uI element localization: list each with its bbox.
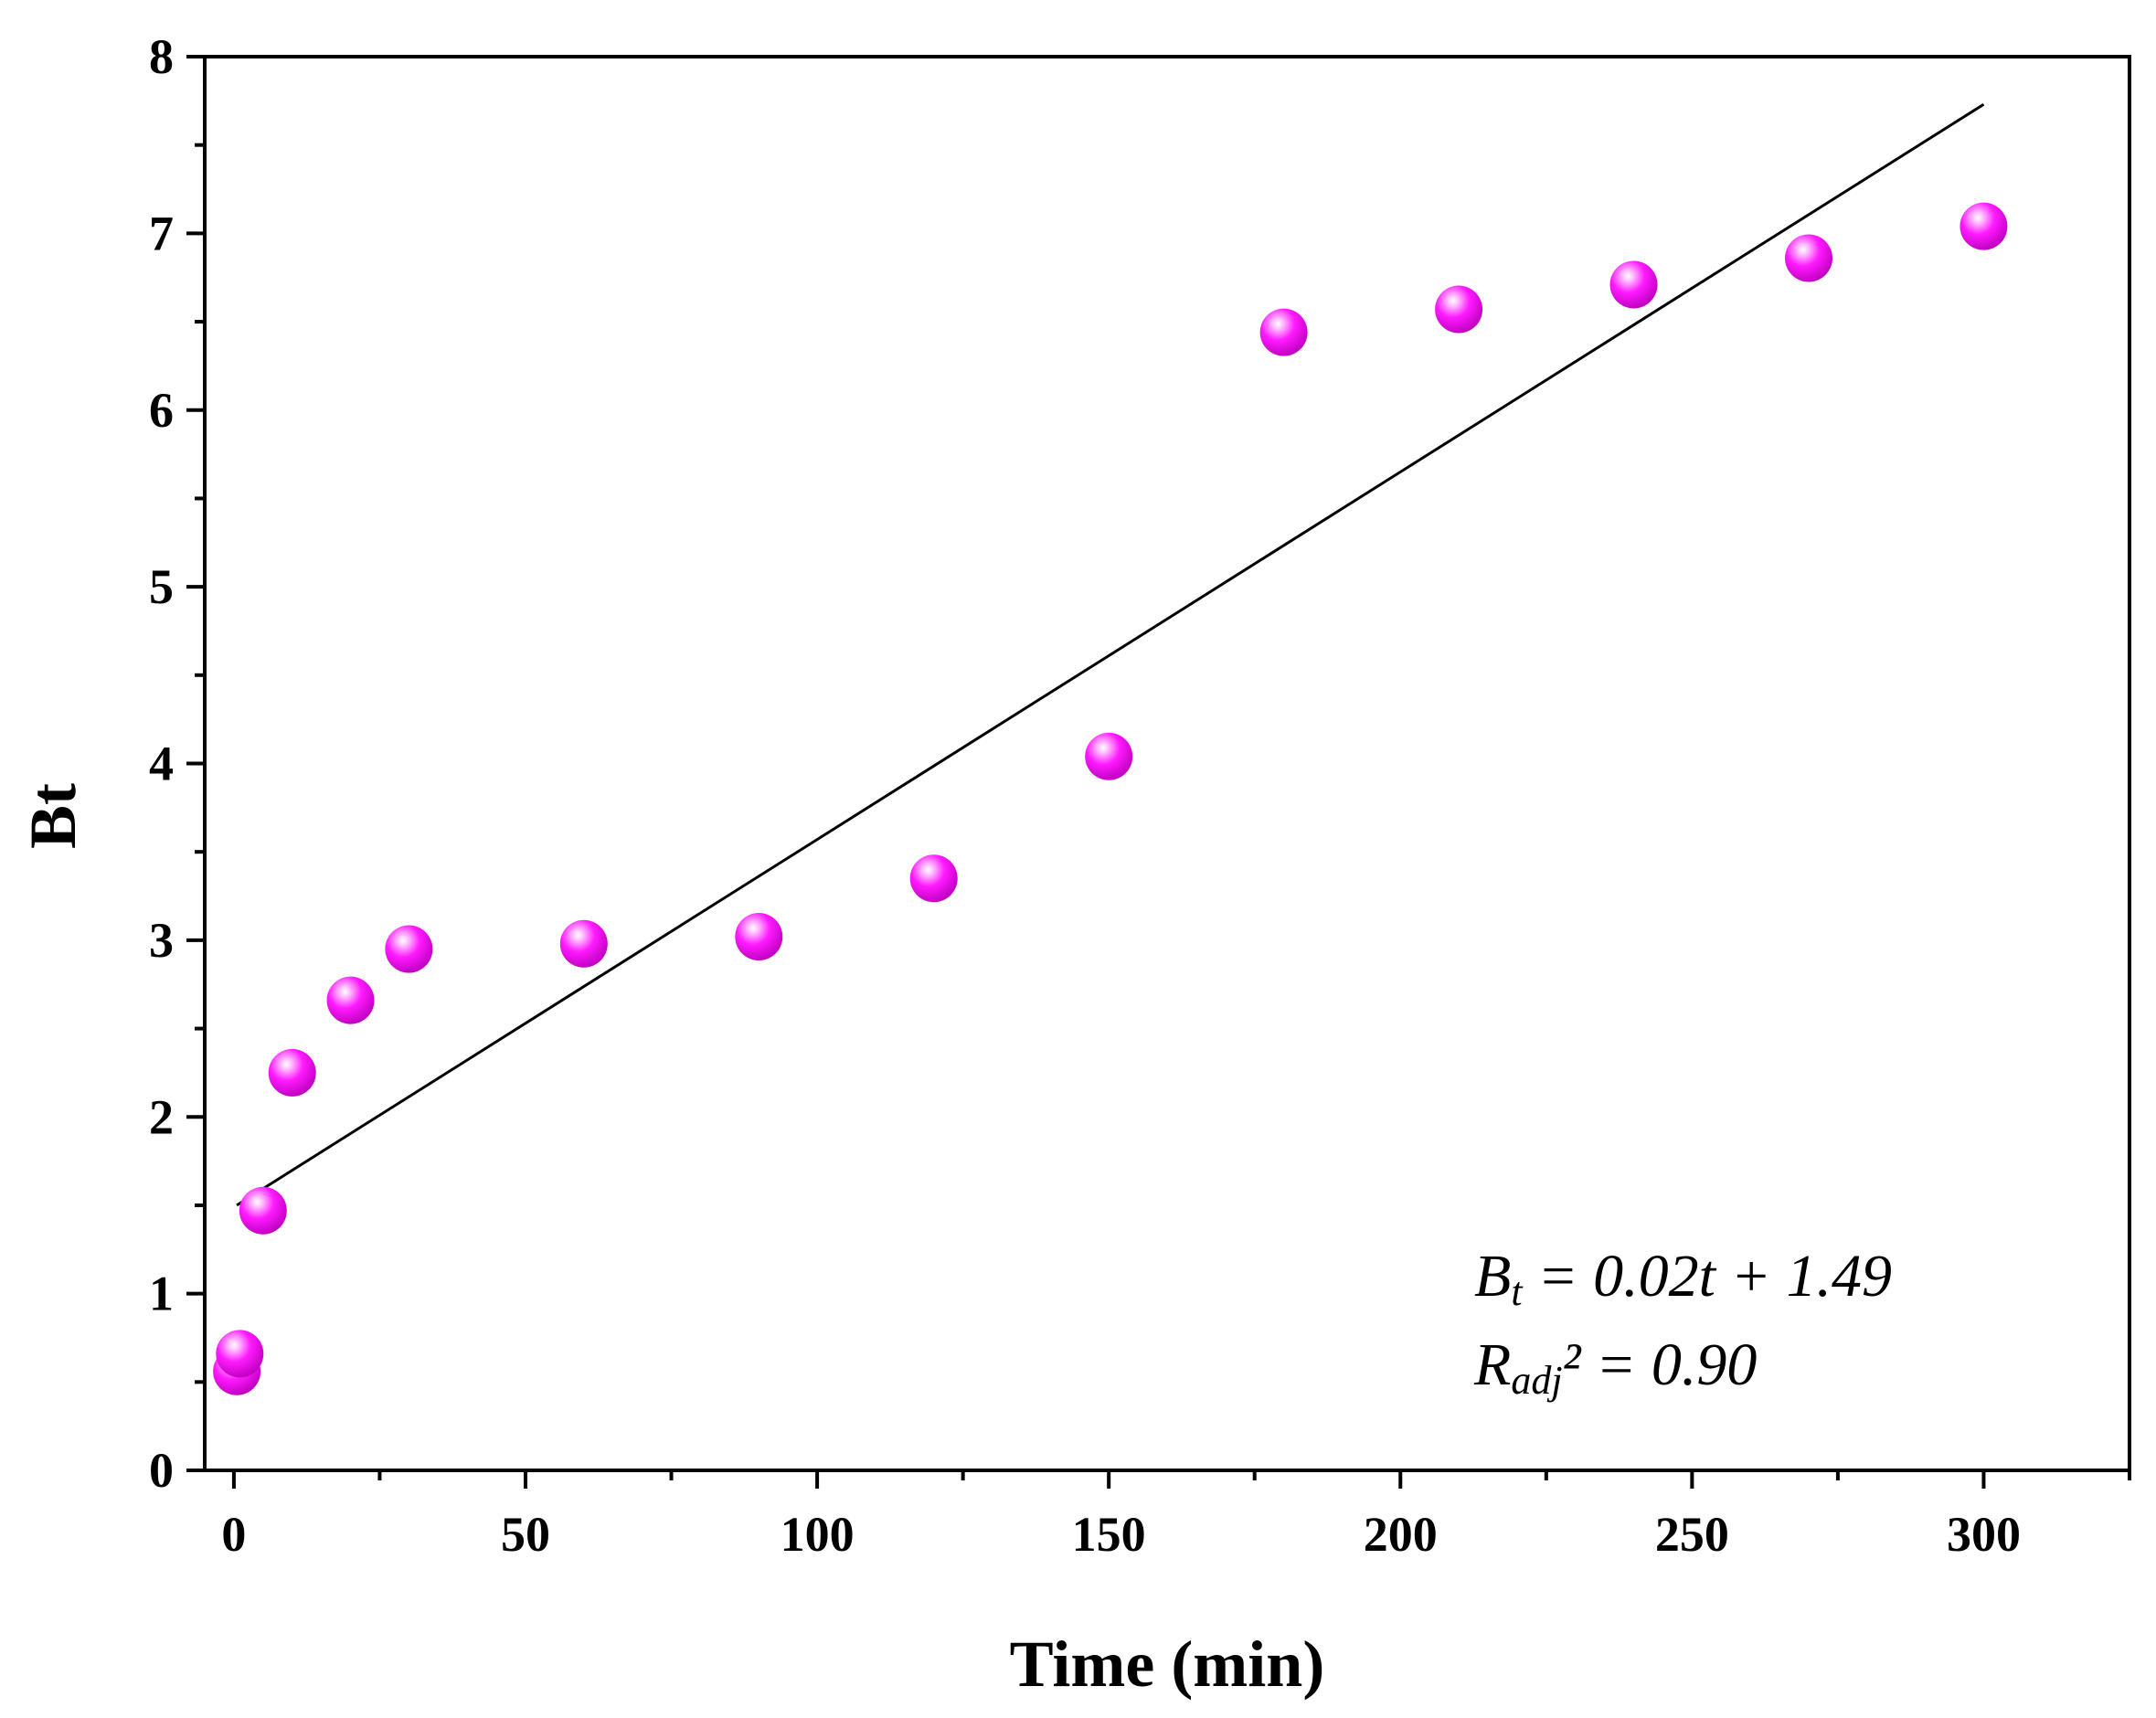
y-tick-label: 5 [149,559,174,614]
x-axis-title: Time (min) [1010,1628,1325,1701]
r-squared-sub: adj [1511,1358,1562,1403]
y-tick-label: 0 [149,1443,174,1498]
x-axis-ticks: 0 50 100 150 200 250 300 [221,1470,2131,1562]
x-tick-label: 150 [1072,1507,1146,1562]
y-tick-label: 3 [149,913,174,968]
x-tick-label: 250 [1655,1507,1729,1562]
data-point [909,854,958,903]
x-tick-label: 100 [781,1507,855,1562]
r-squared: Radj² = 0.90 [1473,1331,1757,1403]
fit-line [236,102,1985,1207]
data-point [268,1048,316,1097]
y-tick-label: 2 [149,1089,174,1144]
r-squared-rest: ² = 0.90 [1563,1331,1758,1398]
x-tick-label: 0 [221,1507,246,1562]
data-point [735,913,783,961]
data-point [1435,285,1483,334]
x-tick-label: 50 [501,1507,550,1562]
fit-equation-sub: t [1511,1269,1524,1314]
data-points [213,202,2008,1395]
x-tick-label: 200 [1364,1507,1438,1562]
y-axis-ticks: 0 1 2 3 4 5 6 7 8 [149,29,205,1498]
data-point [1085,732,1133,780]
data-point [239,1186,287,1235]
data-point [216,1330,264,1378]
fit-equation: Bt = 0.02t + 1.49 [1474,1243,1892,1314]
x-tick-label: 300 [1947,1507,2021,1562]
data-point [1785,234,1832,282]
y-axis-title: Bt [16,783,90,849]
fit-equation-rest: = 0.02t + 1.49 [1523,1243,1892,1310]
y-tick-label: 6 [149,383,174,438]
y-tick-label: 4 [149,737,174,791]
data-point [1960,202,2008,250]
data-point [385,925,433,973]
y-tick-label: 7 [149,206,174,260]
data-point [1259,308,1308,356]
data-point [326,976,375,1024]
data-point [1609,260,1658,309]
fit-equation-var: B [1474,1243,1511,1310]
y-tick-label: 8 [149,29,174,84]
y-tick-label: 1 [149,1267,174,1321]
r-squared-var: R [1473,1331,1511,1398]
data-point [559,919,608,968]
